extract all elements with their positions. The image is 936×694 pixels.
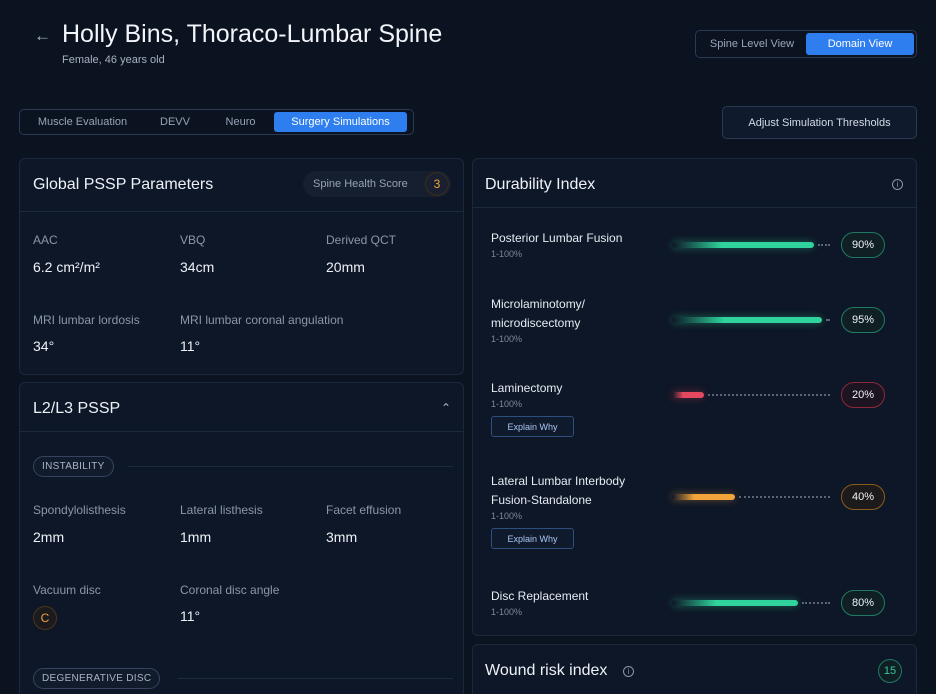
procedure-name-line: Microlaminotomy/ xyxy=(491,297,586,311)
section-divider xyxy=(128,466,453,467)
procedure-range: 1-100% xyxy=(491,249,523,259)
durability-bar-fill xyxy=(672,392,704,398)
durability-index-panel: Durability Index i Posterior Lumbar Fusi… xyxy=(472,158,917,636)
durability-bar-remainder xyxy=(818,244,830,246)
panel-title: Durability Index xyxy=(485,176,596,193)
procedure-range: 1-100% xyxy=(491,399,523,409)
info-icon[interactable]: i xyxy=(892,179,903,190)
view-toggle: Spine Level View Domain View xyxy=(695,30,917,58)
param-label: Coronal disc angle xyxy=(180,583,280,597)
tab-neuro[interactable]: Neuro xyxy=(225,116,256,128)
procedure-range: 1-100% xyxy=(491,334,523,344)
section-divider xyxy=(178,678,453,679)
divider xyxy=(20,211,463,212)
procedure-name-line: Disc Replacement xyxy=(491,589,589,603)
spine-level-view-button[interactable]: Spine Level View xyxy=(709,38,795,50)
param-value: 20mm xyxy=(326,259,365,275)
back-arrow-icon[interactable]: ← xyxy=(34,26,51,45)
procedure-name: Lateral Lumbar Interbody Fusion-Standalon… xyxy=(491,472,625,510)
param-value: 2mm xyxy=(33,529,65,545)
param-label: Spondylolisthesis xyxy=(33,503,126,517)
param-value: 6.2 cm²/m² xyxy=(33,259,100,275)
evaluation-tabs: Muscle Evaluation DEVV Neuro Surgery Sim… xyxy=(19,109,414,135)
procedure-name: Posterior Lumbar Fusion xyxy=(491,229,622,248)
wound-risk-panel: Wound risk index i 15 xyxy=(472,644,917,694)
param-value: 1mm xyxy=(180,529,212,545)
durability-percent-badge: 95% xyxy=(841,307,885,333)
explain-why-button[interactable]: Explain Why xyxy=(491,528,574,549)
spine-health-value: 3 xyxy=(425,172,449,196)
param-label: Derived QCT xyxy=(326,233,397,247)
spine-health-score: Spine Health Score 3 xyxy=(303,171,451,197)
procedure-range: 1-100% xyxy=(491,607,523,617)
durability-bar-fill xyxy=(672,494,735,500)
l2l3-pssp-panel: L2/L3 PSSP ⌃ INSTABILITY Spondylolisthes… xyxy=(19,382,464,694)
divider xyxy=(473,207,916,208)
procedure-name: Microlaminotomy/microdiscectomy xyxy=(491,295,585,333)
durability-bar xyxy=(672,599,830,607)
durability-bar xyxy=(672,241,830,249)
procedure-name: Laminectomy xyxy=(491,379,562,398)
param-value: 3mm xyxy=(326,529,358,545)
durability-bar-remainder xyxy=(708,394,830,396)
explain-why-button[interactable]: Explain Why xyxy=(491,416,574,437)
durability-bar-remainder xyxy=(826,319,830,321)
tab-surgery-simulations[interactable]: Surgery Simulations xyxy=(274,112,407,132)
wound-risk-value: 15 xyxy=(878,659,902,683)
param-label: Lateral listhesis xyxy=(180,503,263,517)
chevron-up-icon[interactable]: ⌃ xyxy=(440,401,451,415)
param-value: 11° xyxy=(180,338,201,354)
adjust-thresholds-button[interactable]: Adjust Simulation Thresholds xyxy=(722,106,917,139)
procedure-name-line: Fusion-Standalone xyxy=(491,493,592,507)
procedure-name-line: microdiscectomy xyxy=(491,316,581,330)
procedure-name: Disc Replacement xyxy=(491,587,588,606)
param-value: 34° xyxy=(33,338,55,354)
procedure-name-line: Lateral Lumbar Interbody xyxy=(491,474,626,488)
patient-subtitle: Female, 46 years old xyxy=(62,54,165,66)
durability-percent-badge: 40% xyxy=(841,484,885,510)
vacuum-disc-badge: C xyxy=(33,606,57,630)
durability-percent-badge: 80% xyxy=(841,590,885,616)
procedure-name-line: Posterior Lumbar Fusion xyxy=(491,231,623,245)
param-value: 11° xyxy=(180,608,201,624)
panel-title: L2/L3 PSSP xyxy=(33,400,121,417)
param-label: Facet effusion xyxy=(326,503,402,517)
param-label: VBQ xyxy=(180,233,206,247)
section-label: INSTABILITY xyxy=(33,456,114,477)
param-label: Vacuum disc xyxy=(33,583,101,597)
domain-view-button[interactable]: Domain View xyxy=(806,33,914,55)
durability-bar-fill xyxy=(672,242,814,248)
durability-bar-remainder xyxy=(802,602,830,604)
durability-bar-fill xyxy=(672,600,798,606)
durability-bar xyxy=(672,316,830,324)
info-icon[interactable]: i xyxy=(623,666,634,677)
durability-bar-remainder xyxy=(739,496,830,498)
global-pssp-panel: Global PSSP Parameters Spine Health Scor… xyxy=(19,158,464,375)
page-title: Holly Bins, Thoraco-Lumbar Spine xyxy=(62,20,443,48)
param-label: AAC xyxy=(33,233,58,247)
durability-bar xyxy=(672,493,830,501)
procedure-name-line: Laminectomy xyxy=(491,381,563,395)
panel-title: Global PSSP Parameters xyxy=(33,176,214,193)
durability-percent-badge: 20% xyxy=(841,382,885,408)
panel-title: Wound risk index xyxy=(485,662,608,679)
divider xyxy=(20,431,463,432)
durability-bar-fill xyxy=(672,317,822,323)
spine-health-label: Spine Health Score xyxy=(313,178,408,190)
param-label: MRI lumbar lordosis xyxy=(33,313,140,327)
section-label: DEGENERATIVE DISC xyxy=(33,668,161,689)
procedure-range: 1-100% xyxy=(491,511,523,521)
param-value: 34cm xyxy=(180,259,215,275)
tab-muscle-evaluation[interactable]: Muscle Evaluation xyxy=(37,116,128,128)
durability-bar xyxy=(672,391,830,399)
tab-devv[interactable]: DEVV xyxy=(160,116,190,128)
param-label: MRI lumbar coronal angulation xyxy=(180,313,344,327)
durability-percent-badge: 90% xyxy=(841,232,885,258)
